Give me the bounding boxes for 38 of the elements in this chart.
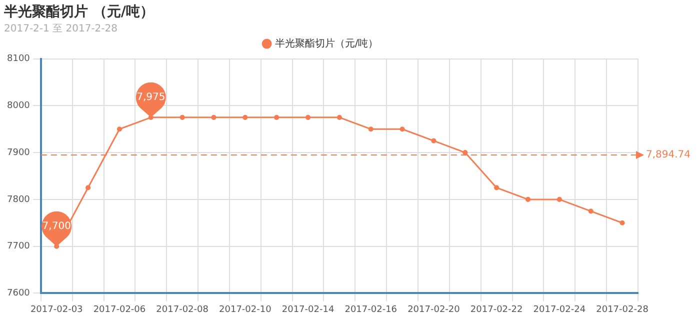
point (525, 196, 531, 202)
x-tick-label: 2017-02-08 (156, 304, 209, 315)
ref-line-label: 7,894.74 (646, 150, 691, 161)
point (242, 114, 248, 120)
point (431, 138, 436, 144)
x-tick-label: 2017-02-28 (596, 304, 649, 315)
y-tick-label: 7700 (7, 242, 30, 252)
x-tick-label: 2017-02-14 (282, 304, 334, 315)
x-tick-label: 2017-02-24 (533, 304, 586, 315)
point (620, 220, 625, 226)
chart-title: 半光聚酯切片 （元/吨） (3, 4, 154, 20)
point (368, 126, 374, 132)
point (274, 114, 280, 120)
x-tick-label: 2017-02-06 (93, 304, 146, 315)
y-tick-label: 7900 (7, 148, 30, 158)
point (336, 114, 342, 120)
point (305, 114, 311, 120)
x-tick-label: 2017-02-20 (408, 304, 460, 315)
y-tick-label: 7600 (7, 288, 30, 299)
chart-subtitle: 2017-2-1 至 2017-2-28 (4, 23, 118, 34)
point (180, 114, 185, 120)
point (494, 185, 500, 190)
point (556, 196, 562, 202)
point (85, 185, 91, 190)
point (116, 126, 122, 132)
legend-label: 半光聚酯切片（元/吨） (274, 37, 378, 50)
x-tick-label: 2017-02-22 (470, 304, 523, 315)
annotation: 7,700 (42, 220, 71, 232)
x-tick-label: 2017-02-10 (219, 304, 272, 315)
point (588, 208, 594, 214)
y-tick-label: 8000 (7, 101, 30, 112)
x-tick-label: 2017-02-03 (30, 304, 83, 315)
point (400, 126, 405, 132)
annotation: 7,975 (136, 92, 166, 103)
x-tick-label: 2017-02-16 (344, 304, 398, 315)
point (211, 114, 216, 120)
y-tick-label: 7800 (7, 194, 30, 205)
y-tick-label: 8100 (7, 54, 30, 64)
